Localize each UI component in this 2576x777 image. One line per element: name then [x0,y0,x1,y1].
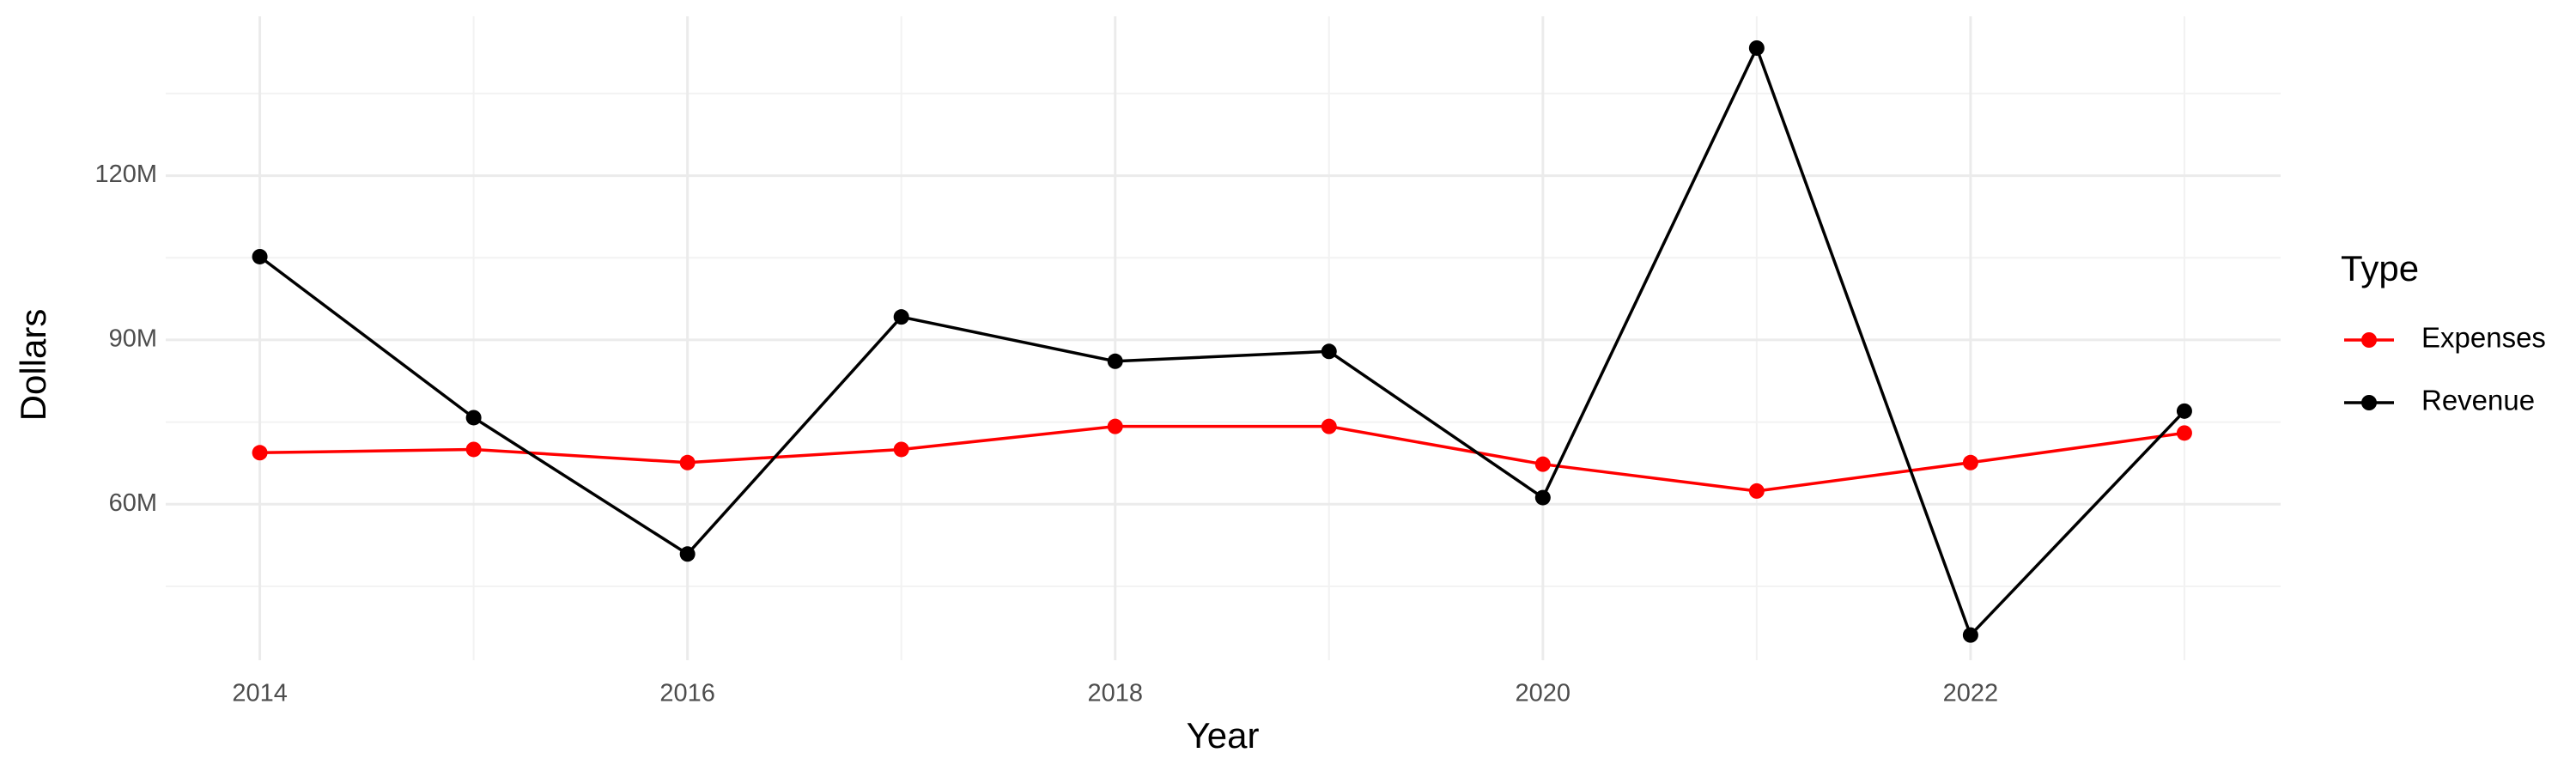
x-tick-label: 2014 [232,680,288,707]
data-point [465,441,482,458]
data-point [252,445,268,461]
data-point [893,309,909,325]
data-point [1962,627,1978,643]
data-point [465,410,482,426]
y-tick-label: 90M [109,325,157,353]
data-point [1534,489,1551,506]
data-point [679,454,696,470]
x-tick-label: 2022 [1943,680,1999,707]
data-point [1748,39,1765,56]
legend-marker [2361,332,2377,348]
data-point [2176,403,2192,419]
y-tick-label: 60M [109,489,157,517]
data-point [1107,418,1123,434]
series-line [258,44,2186,638]
data-point [1321,418,1337,434]
legend-label: Expenses [2421,322,2546,354]
y-tick-label: 120M [94,161,157,188]
data-point [893,441,909,458]
data-point [252,248,268,264]
legend-marker [2361,395,2377,410]
data-point [1748,483,1765,499]
data-point [1107,353,1123,369]
legend-title: Type [2341,248,2419,288]
data-point [1962,454,1978,470]
x-tick-label: 2016 [659,680,715,707]
data-point [1534,456,1551,472]
x-tick-label: 2018 [1087,680,1143,707]
x-tick-label: 2020 [1516,680,1571,707]
data-point [2176,425,2192,441]
legend-label: Revenue [2421,385,2535,416]
series-line [259,424,2185,493]
data-point [679,546,696,562]
data-point [1321,343,1337,360]
x-axis-title: Year [1187,715,1260,756]
y-axis-title: Dollars [13,309,53,422]
